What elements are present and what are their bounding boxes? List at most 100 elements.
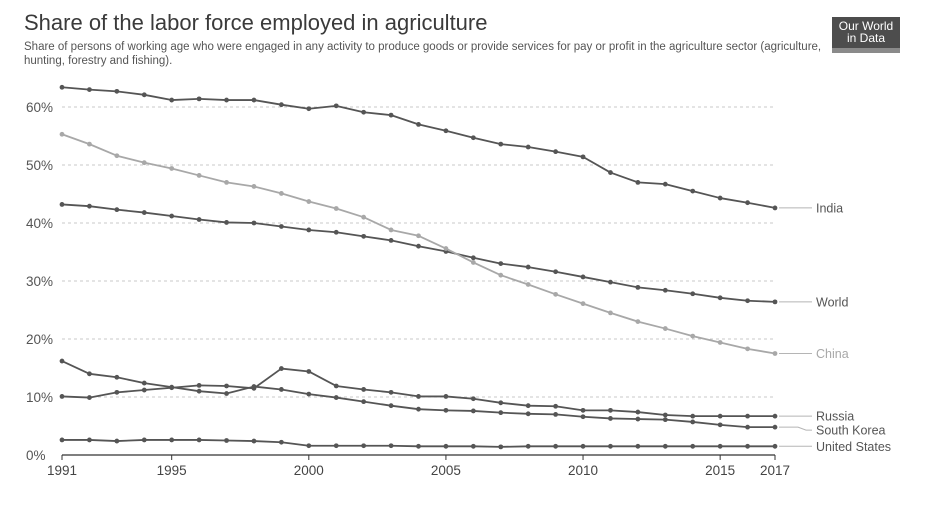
data-point[interactable] bbox=[169, 437, 175, 443]
data-point[interactable] bbox=[553, 443, 559, 449]
data-point[interactable] bbox=[525, 282, 531, 287]
data-point[interactable] bbox=[196, 437, 202, 443]
data-point[interactable] bbox=[388, 227, 394, 233]
data-point[interactable] bbox=[388, 238, 394, 243]
data-point[interactable] bbox=[278, 439, 284, 445]
data-point[interactable] bbox=[580, 301, 586, 307]
series-line[interactable] bbox=[61, 86, 776, 209]
data-point[interactable] bbox=[224, 97, 229, 103]
data-point[interactable] bbox=[443, 443, 449, 449]
data-point[interactable] bbox=[717, 295, 723, 301]
data-point[interactable] bbox=[169, 213, 175, 219]
data-point[interactable] bbox=[87, 395, 92, 400]
data-point[interactable] bbox=[306, 106, 312, 112]
data-point[interactable] bbox=[224, 180, 229, 185]
data-point[interactable] bbox=[717, 195, 723, 201]
series-label[interactable]: United States bbox=[816, 440, 891, 454]
data-point[interactable] bbox=[690, 419, 696, 425]
data-point[interactable] bbox=[580, 414, 586, 420]
data-point[interactable] bbox=[608, 310, 613, 316]
data-point[interactable] bbox=[443, 407, 449, 413]
series-label[interactable]: South Korea bbox=[816, 424, 886, 438]
data-point[interactable] bbox=[745, 200, 750, 206]
data-point[interactable] bbox=[662, 417, 668, 423]
data-point[interactable] bbox=[772, 413, 778, 419]
data-point[interactable] bbox=[608, 443, 613, 449]
data-point[interactable] bbox=[580, 407, 586, 413]
data-point[interactable] bbox=[278, 366, 284, 371]
data-point[interactable] bbox=[333, 206, 339, 211]
data-point[interactable] bbox=[87, 437, 92, 443]
data-point[interactable] bbox=[333, 395, 339, 400]
data-point[interactable] bbox=[361, 399, 367, 405]
series-label[interactable]: Russia bbox=[816, 410, 854, 424]
data-point[interactable] bbox=[662, 443, 668, 449]
data-point[interactable] bbox=[361, 109, 367, 115]
data-point[interactable] bbox=[333, 103, 339, 109]
data-point[interactable] bbox=[306, 199, 312, 204]
data-point[interactable] bbox=[59, 358, 65, 364]
data-point[interactable] bbox=[196, 217, 202, 222]
data-point[interactable] bbox=[169, 384, 175, 390]
data-point[interactable] bbox=[662, 326, 668, 331]
data-point[interactable] bbox=[59, 202, 65, 207]
data-point[interactable] bbox=[333, 229, 339, 235]
data-point[interactable] bbox=[114, 88, 120, 94]
data-point[interactable] bbox=[745, 424, 750, 430]
data-point[interactable] bbox=[635, 443, 641, 449]
data-point[interactable] bbox=[114, 207, 120, 213]
data-point[interactable] bbox=[306, 369, 312, 374]
data-point[interactable] bbox=[169, 97, 175, 103]
data-point[interactable] bbox=[141, 160, 147, 166]
data-point[interactable] bbox=[59, 394, 65, 399]
data-point[interactable] bbox=[690, 291, 696, 297]
data-point[interactable] bbox=[635, 409, 641, 415]
data-point[interactable] bbox=[498, 444, 504, 450]
data-point[interactable] bbox=[772, 299, 778, 305]
data-point[interactable] bbox=[196, 173, 202, 178]
data-point[interactable] bbox=[196, 388, 202, 394]
series-label[interactable]: India bbox=[816, 201, 843, 215]
data-point[interactable] bbox=[333, 443, 339, 449]
data-point[interactable] bbox=[416, 233, 421, 239]
data-point[interactable] bbox=[690, 413, 696, 419]
data-point[interactable] bbox=[224, 220, 229, 225]
data-point[interactable] bbox=[498, 410, 504, 416]
data-point[interactable] bbox=[662, 181, 668, 187]
data-point[interactable] bbox=[717, 443, 723, 449]
data-point[interactable] bbox=[306, 391, 312, 397]
data-point[interactable] bbox=[717, 422, 723, 428]
data-point[interactable] bbox=[498, 261, 504, 266]
data-point[interactable] bbox=[580, 154, 586, 160]
data-point[interactable] bbox=[87, 87, 92, 92]
data-point[interactable] bbox=[553, 149, 559, 155]
data-point[interactable] bbox=[498, 400, 504, 406]
data-point[interactable] bbox=[388, 112, 394, 118]
data-point[interactable] bbox=[59, 131, 65, 137]
data-point[interactable] bbox=[251, 438, 257, 444]
data-point[interactable] bbox=[416, 122, 421, 127]
data-point[interactable] bbox=[470, 135, 476, 141]
data-point[interactable] bbox=[224, 383, 229, 389]
data-point[interactable] bbox=[306, 227, 312, 233]
data-point[interactable] bbox=[114, 438, 120, 444]
data-point[interactable] bbox=[470, 255, 476, 261]
data-point[interactable] bbox=[333, 383, 339, 389]
data-point[interactable] bbox=[772, 351, 778, 356]
data-point[interactable] bbox=[525, 411, 531, 417]
data-point[interactable] bbox=[525, 403, 531, 409]
data-point[interactable] bbox=[470, 396, 476, 402]
data-point[interactable] bbox=[745, 298, 750, 304]
data-point[interactable] bbox=[361, 443, 367, 449]
data-point[interactable] bbox=[608, 416, 613, 421]
data-point[interactable] bbox=[278, 224, 284, 229]
data-point[interactable] bbox=[416, 443, 421, 449]
data-point[interactable] bbox=[772, 443, 778, 449]
data-point[interactable] bbox=[498, 141, 504, 147]
data-point[interactable] bbox=[772, 205, 778, 211]
data-point[interactable] bbox=[580, 443, 586, 449]
data-point[interactable] bbox=[196, 96, 202, 102]
data-point[interactable] bbox=[114, 374, 120, 380]
data-point[interactable] bbox=[745, 443, 750, 449]
data-point[interactable] bbox=[278, 191, 284, 196]
